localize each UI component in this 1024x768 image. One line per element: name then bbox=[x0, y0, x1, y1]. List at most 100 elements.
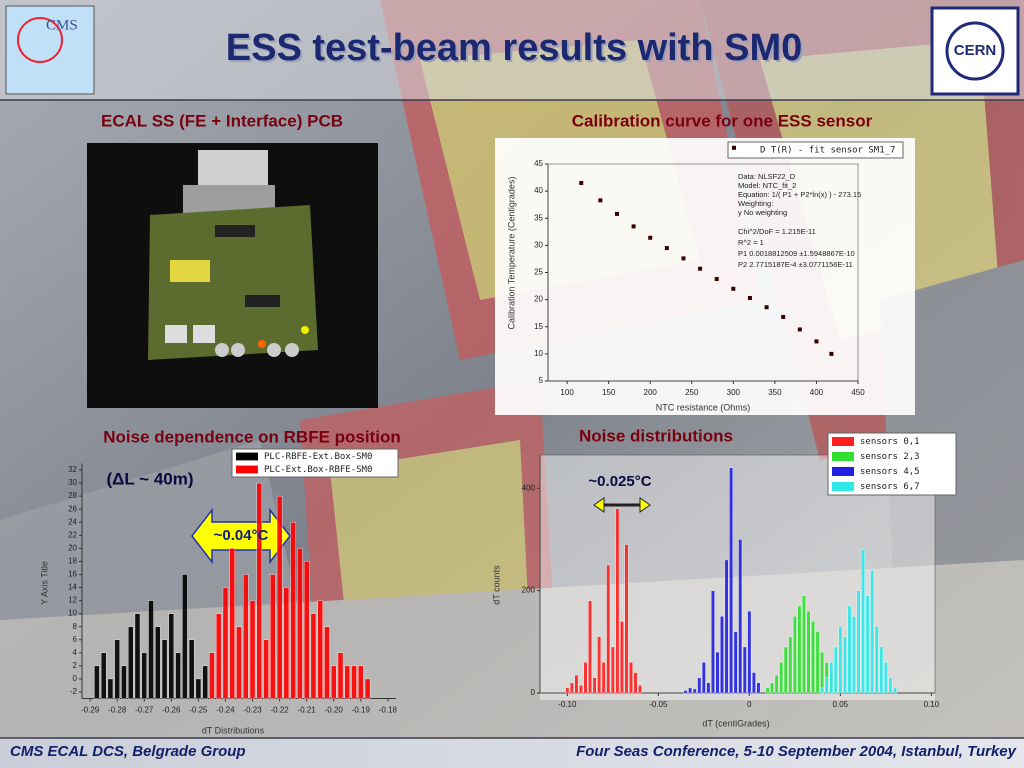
bar bbox=[243, 574, 249, 699]
bar bbox=[107, 678, 114, 699]
legend-label: sensors 4,5 bbox=[860, 467, 920, 477]
bar bbox=[114, 639, 120, 699]
bar bbox=[733, 631, 738, 694]
bar bbox=[729, 467, 734, 694]
bar bbox=[706, 682, 711, 694]
y-tick-label: 35 bbox=[534, 213, 543, 222]
cms-logo-text: CMS bbox=[46, 17, 78, 33]
bar bbox=[364, 678, 371, 699]
y-tick-label: 4 bbox=[73, 648, 78, 657]
y-tick-label: 200 bbox=[522, 586, 536, 595]
legend-label: sensors 6,7 bbox=[860, 482, 920, 492]
point bbox=[664, 246, 669, 251]
x-tick-label: 200 bbox=[644, 388, 658, 397]
annotation: (ΔL ~ 40m) bbox=[106, 469, 193, 488]
bar bbox=[141, 652, 147, 699]
y-tick-label: 8 bbox=[73, 622, 78, 631]
bar bbox=[588, 600, 592, 694]
bar bbox=[188, 639, 195, 699]
pcb-photo bbox=[87, 143, 378, 408]
bar bbox=[344, 665, 351, 699]
bar bbox=[358, 665, 364, 699]
point bbox=[797, 327, 802, 332]
cern-logo-ring bbox=[945, 21, 1005, 81]
bar bbox=[276, 495, 283, 699]
bar bbox=[297, 548, 303, 699]
y-tick-label: 16 bbox=[68, 570, 77, 579]
point bbox=[781, 314, 786, 319]
bar bbox=[833, 646, 838, 694]
fit-stats: Equation: 1/( P1 + P2*ln(x) ) - 273.15 bbox=[738, 190, 861, 199]
fit-stats: R^2 = 1 bbox=[738, 238, 764, 247]
bar bbox=[215, 613, 222, 699]
bar bbox=[797, 605, 802, 694]
bar bbox=[565, 687, 570, 694]
span-arrow-small bbox=[593, 497, 651, 513]
bar bbox=[592, 677, 597, 694]
point bbox=[648, 235, 653, 240]
point bbox=[698, 266, 703, 271]
legend-swatch bbox=[832, 482, 854, 491]
bar bbox=[788, 636, 793, 694]
point bbox=[731, 286, 736, 291]
x-tick-label: 350 bbox=[768, 388, 782, 397]
x-tick-label: 100 bbox=[560, 388, 574, 397]
legend-label: sensors 0,1 bbox=[860, 437, 920, 447]
x-tick-label: -0.20 bbox=[325, 706, 344, 715]
y-tick-label: 45 bbox=[534, 159, 543, 168]
bar bbox=[195, 678, 202, 699]
bar bbox=[720, 616, 724, 694]
x-tick-label: -0.23 bbox=[243, 706, 262, 715]
bar bbox=[606, 564, 611, 694]
y-tick-label: 10 bbox=[534, 349, 543, 358]
bar bbox=[820, 687, 825, 694]
x-tick-label: 250 bbox=[685, 388, 699, 397]
bar bbox=[317, 600, 323, 699]
y-tick-label: 24 bbox=[68, 517, 77, 526]
bar bbox=[633, 672, 638, 694]
y-tick-label: 400 bbox=[522, 483, 536, 492]
bar bbox=[175, 652, 181, 699]
bar bbox=[324, 626, 330, 699]
bar bbox=[770, 682, 774, 694]
bar bbox=[738, 539, 743, 694]
bar bbox=[202, 665, 208, 699]
bar bbox=[270, 574, 276, 699]
point bbox=[681, 256, 686, 261]
bar bbox=[620, 621, 624, 694]
point bbox=[829, 351, 834, 356]
bar bbox=[715, 651, 720, 694]
x-tick-label: 150 bbox=[602, 388, 616, 397]
bar bbox=[209, 652, 215, 699]
y-axis-label: dT counts bbox=[491, 565, 501, 605]
bar bbox=[742, 646, 747, 694]
bar bbox=[779, 662, 784, 694]
x-tick-label: -0.05 bbox=[649, 700, 668, 709]
bar bbox=[883, 662, 888, 694]
bar bbox=[792, 616, 797, 694]
y-tick-label: 30 bbox=[534, 240, 543, 249]
bar bbox=[290, 522, 296, 699]
bar bbox=[155, 626, 161, 699]
y-tick-label: 14 bbox=[68, 583, 77, 592]
bar bbox=[283, 587, 290, 699]
x-tick-label: -0.10 bbox=[558, 700, 577, 709]
footer-left: CMS ECAL DCS, Belgrade Group bbox=[10, 743, 246, 760]
x-tick-label: -0.28 bbox=[108, 706, 127, 715]
legend-swatch bbox=[832, 437, 854, 446]
x-tick-label: -0.26 bbox=[162, 706, 181, 715]
bar bbox=[256, 482, 263, 699]
bar bbox=[697, 677, 702, 694]
x-tick-label: 0 bbox=[747, 700, 752, 709]
bar bbox=[879, 646, 884, 694]
y-tick-label: 12 bbox=[68, 596, 77, 605]
span-arrow bbox=[191, 507, 291, 565]
header-band bbox=[0, 0, 1024, 100]
x-tick-label: -0.21 bbox=[298, 706, 317, 715]
legend-label: PLC-RBFE-Ext.Box-SM0 bbox=[264, 452, 372, 462]
x-tick-label: -0.29 bbox=[81, 706, 100, 715]
calibration-plot-bg bbox=[495, 138, 915, 415]
bar bbox=[229, 548, 235, 699]
y-tick-label: 15 bbox=[534, 322, 543, 331]
